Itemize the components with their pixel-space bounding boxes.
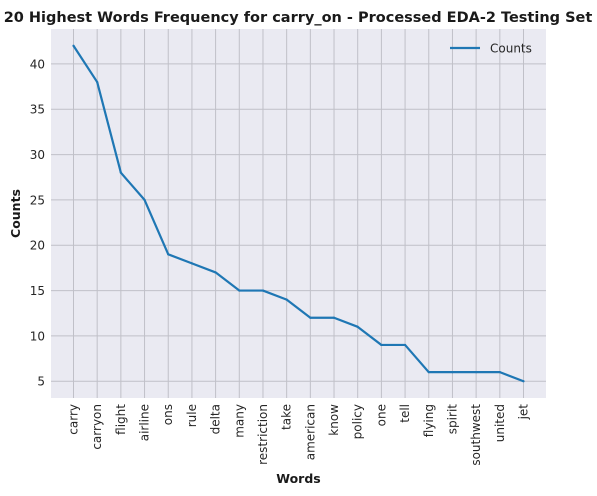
y-axis-label: Counts — [8, 189, 23, 238]
grid-lines — [51, 29, 546, 398]
x-tick-label-restriction: restriction — [256, 404, 270, 465]
data-point-restriction — [261, 289, 265, 292]
data-point-airline — [143, 198, 146, 202]
x-tick-label-tell: tell — [398, 404, 412, 423]
x-tick-label-take: take — [280, 404, 294, 430]
x-tick-label-carry: carry — [67, 404, 81, 435]
data-points — [72, 44, 525, 383]
x-tick-label-one: one — [374, 404, 388, 426]
data-point-one — [380, 343, 383, 347]
data-point-take — [285, 298, 288, 301]
y-tick-label: 40 — [30, 57, 45, 71]
y-tick-label: 20 — [30, 239, 45, 253]
data-point-rule — [190, 262, 194, 265]
x-tick-label-flight: flight — [114, 404, 128, 435]
x-axis-label: Words — [276, 471, 320, 486]
x-tick-label-many: many — [232, 404, 246, 438]
x-tick-label-jet: jet — [517, 404, 531, 421]
data-point-tell — [403, 343, 407, 347]
data-point-united — [498, 371, 501, 374]
data-point-southwest — [475, 371, 478, 374]
x-tick-label-united: united — [493, 404, 507, 442]
y-tick-label: 30 — [30, 148, 45, 162]
y-tick-label: 15 — [30, 284, 45, 298]
data-point-flight — [119, 171, 122, 174]
x-tick-label-carryon: carryon — [90, 404, 104, 450]
x-tick-label-policy: policy — [351, 404, 365, 439]
x-tick-label-american: american — [303, 404, 317, 460]
series-line-counts — [72, 45, 524, 383]
x-tick-label-airline: airline — [138, 404, 152, 441]
data-point-spirit — [451, 371, 454, 374]
data-point-american — [309, 316, 312, 319]
data-point-know — [332, 316, 336, 319]
data-point-carryon — [96, 80, 99, 84]
data-point-policy — [356, 325, 359, 328]
x-tick-label-know: know — [327, 404, 341, 436]
y-tick-labels: 5 10 15 20 25 30 35 40 — [30, 57, 45, 388]
chart-title: 20 Highest Words Frequency for carry_on … — [4, 10, 593, 26]
x-tick-label-ons: ons — [161, 404, 175, 425]
x-tick-label-rule: rule — [185, 404, 199, 427]
data-point-delta — [214, 271, 217, 274]
plot-area — [51, 29, 546, 398]
data-point-ons — [167, 253, 170, 256]
x-tick-label-southwest: southwest — [469, 404, 483, 466]
data-point-flying — [427, 371, 430, 374]
y-tick-label: 25 — [30, 193, 45, 207]
y-tick-label: 10 — [30, 329, 45, 343]
y-tick-label: 35 — [30, 103, 45, 117]
y-tick-label: 5 — [37, 375, 45, 389]
data-point-many — [238, 289, 241, 292]
x-tick-label-delta: delta — [209, 404, 223, 434]
x-tick-label-spirit: spirit — [445, 404, 459, 434]
x-tick-labels: carry carryon flight airline ons rule delta man… — [67, 404, 531, 466]
data-point-jet — [522, 380, 525, 383]
x-tick-label-flying: flying — [422, 404, 436, 437]
data-point-carry — [72, 44, 75, 47]
legend: Counts — [450, 42, 532, 56]
legend-label: Counts — [490, 42, 532, 56]
